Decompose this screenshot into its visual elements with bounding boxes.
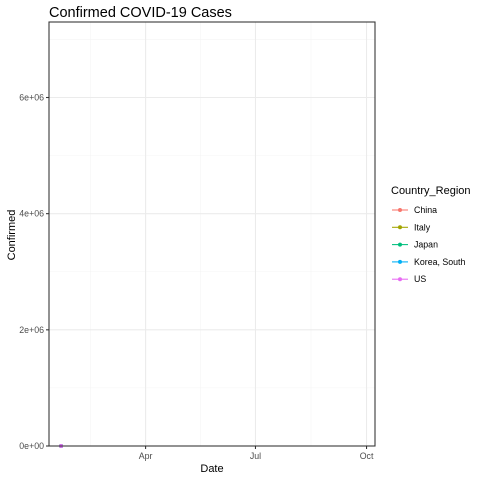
legend-key-point [398,259,402,264]
legend-title: Country_Region [391,185,471,197]
legend-label: Italy [414,222,431,232]
legend-item: US [392,274,426,284]
legend-label: Japan [414,240,438,250]
legend-key-point [398,208,402,212]
x-axis-title: Date [200,463,223,475]
y-tick-label: 2e+06 [19,325,44,335]
legend-label: Korea, South [414,257,465,267]
legend: China Italy Japan Korea, South US [392,205,465,284]
chart-title: Confirmed COVID-19 Cases [49,5,232,21]
legend-label: China [414,205,437,215]
y-tick-label: 6e+06 [19,93,44,103]
legend-item: Korea, South [392,257,465,267]
legend-item: Italy [392,222,431,232]
legend-key-point [398,277,402,282]
legend-item: China [392,205,437,215]
legend-key-point [398,242,402,247]
panel-border [48,21,376,447]
legend-item: Japan [392,240,438,250]
legend-label: US [414,274,426,284]
legend-key-point [398,225,402,230]
y-tick-label: 0e+00 [19,441,44,451]
x-tick-label: Oct [360,451,374,461]
plot-panel: 0e+00 2e+06 4e+06 6e+06 Apr Jul Oct [19,21,376,461]
x-tick-label: Apr [139,451,153,461]
x-tick-label: Jul [250,451,261,461]
y-axis-title: Confirmed [6,210,18,261]
y-tick-label: 4e+06 [19,209,44,219]
